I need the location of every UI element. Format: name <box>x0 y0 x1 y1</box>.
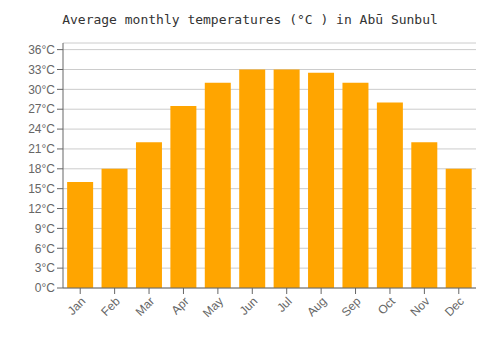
svg-text:0°C: 0°C <box>35 281 55 295</box>
svg-text:Aug: Aug <box>304 294 329 319</box>
svg-text:18°C: 18°C <box>28 162 55 176</box>
svg-text:9°C: 9°C <box>35 222 55 236</box>
html-text:Average monthly temperatures (: Average monthly temperatures (°C ) in Ab… <box>62 12 438 27</box>
svg-text:Jan: Jan <box>65 294 89 318</box>
svg-text:Sep: Sep <box>339 294 364 319</box>
svg-text:Dec: Dec <box>442 294 467 319</box>
svg-text:Apr: Apr <box>168 294 191 317</box>
svg-text:27°C: 27°C <box>28 102 55 116</box>
svg-text:30°C: 30°C <box>28 83 55 97</box>
svg-text:May: May <box>200 294 226 320</box>
svg-text:Nov: Nov <box>408 294 433 319</box>
svg-text:Jul: Jul <box>274 294 295 315</box>
svg-text:15°C: 15°C <box>28 182 55 196</box>
svg-text:12°C: 12°C <box>28 202 55 216</box>
svg-text:33°C: 33°C <box>28 63 55 77</box>
svg-text:36°C: 36°C <box>28 43 55 57</box>
svg-text:3°C: 3°C <box>35 261 55 275</box>
svg-text:Jun: Jun <box>237 294 261 318</box>
svg-text:Oct: Oct <box>375 294 399 318</box>
svg-text:Mar: Mar <box>133 294 158 319</box>
svg-text:24°C: 24°C <box>28 122 55 136</box>
svg-text:6°C: 6°C <box>35 242 55 256</box>
svg-text:21°C: 21°C <box>28 142 55 156</box>
svg-text:Feb: Feb <box>98 294 123 319</box>
